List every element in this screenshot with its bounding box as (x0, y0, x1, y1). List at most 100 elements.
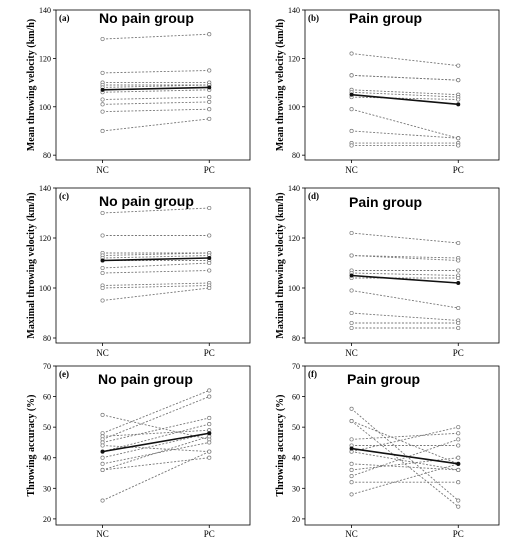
chart-panel-1: 80 100 120 140 NC PC (a) No pain group Mean thro… (26, 6, 251, 175)
subject-point (207, 388, 212, 393)
subject-series (100, 32, 212, 42)
subject-line (351, 463, 459, 495)
subject-series (100, 68, 212, 75)
subject-line (351, 420, 459, 465)
subject-point (349, 320, 354, 326)
subject-point (456, 136, 461, 141)
subject-point (100, 467, 105, 473)
panel-title: No pain group (98, 371, 193, 387)
subject-point (100, 109, 105, 114)
chart-panel-6: 20 30 40 50 60 70 NC PC (f) Pain group Throwing ac… (275, 362, 500, 539)
subject-line (102, 287, 210, 301)
y-tick-label: 70 (292, 362, 300, 371)
subject-line (102, 282, 210, 286)
y-axis-label: Maximal throwing velocity (km/h) (26, 192, 37, 338)
subject-point (207, 99, 212, 104)
subject-series (100, 394, 212, 442)
mean-line (102, 257, 210, 262)
y-axis-label: Mean throwing velocity (km/h) (26, 19, 37, 151)
subject-point (207, 415, 212, 421)
panel-letter: (b) (308, 13, 319, 23)
panel-letter: (f) (308, 369, 317, 379)
y-tick-label: 80 (292, 334, 300, 343)
subject-point (207, 455, 212, 460)
subject-point (100, 210, 105, 216)
chart-panel-5: 20 30 40 50 60 70 NC PC (e) No pain group Throwing… (26, 362, 251, 539)
plot-frame (55, 9, 251, 161)
subject-series (349, 73, 461, 83)
subject-point (349, 474, 354, 479)
y-tick-label: 100 (39, 284, 51, 293)
subject-line (102, 108, 210, 113)
subject-series (349, 418, 461, 466)
subject-point (207, 116, 212, 121)
subject-series (349, 320, 461, 326)
subject-line (351, 420, 459, 508)
subject-series (349, 87, 461, 97)
subject-line (102, 423, 210, 453)
y-tick-label: 60 (292, 393, 300, 402)
subject-line (102, 270, 210, 274)
subject-series (100, 449, 212, 503)
subject-point (207, 449, 212, 454)
subject-line (351, 53, 459, 67)
subject-series (349, 128, 461, 141)
y-tick-label: 80 (43, 151, 51, 160)
subject-line (351, 89, 459, 96)
subject-point (349, 437, 354, 442)
y-tick-label: 120 (288, 234, 300, 243)
subject-point (207, 68, 212, 73)
x-category-label: PC (204, 529, 215, 539)
subject-point (456, 268, 461, 273)
subject-series (100, 428, 212, 439)
subject-series (100, 80, 212, 85)
subject-point (207, 285, 212, 291)
subject-point (349, 467, 354, 473)
subject-point (207, 260, 212, 266)
subject-series (100, 280, 212, 288)
subject-point (349, 406, 354, 411)
x-category-label: PC (453, 165, 464, 175)
subject-line (102, 451, 210, 501)
subject-series (349, 425, 461, 454)
mean-series (100, 85, 212, 92)
subject-point (207, 440, 212, 445)
subject-point (456, 480, 461, 485)
plot-frame (304, 9, 500, 161)
panel-title: Pain group (347, 371, 420, 387)
y-axis-label: Maximal throwing velocity (km/h) (275, 192, 286, 338)
subject-point (456, 425, 461, 430)
subject-series (349, 107, 461, 141)
y-tick-label: 140 (39, 6, 51, 15)
panel-letter: (a) (59, 13, 70, 23)
subject-line (351, 432, 459, 440)
mean-series (349, 446, 461, 466)
subject-point (100, 298, 105, 303)
y-tick-label: 80 (43, 334, 51, 343)
mean-point (456, 281, 461, 285)
subject-point (100, 128, 105, 134)
subject-line (102, 417, 210, 443)
panel-letter: (d) (308, 191, 319, 201)
subject-point (100, 461, 105, 466)
panel-letter: (e) (59, 369, 69, 379)
subject-series (349, 461, 461, 473)
subject-point (456, 78, 461, 83)
subject-series (100, 99, 212, 107)
mean-line (102, 86, 210, 91)
subject-series (100, 250, 212, 258)
subject-point (456, 240, 461, 246)
subject-point (456, 504, 461, 509)
subject-point (349, 418, 354, 424)
subject-line (102, 396, 210, 440)
panel-title: No pain group (99, 193, 194, 209)
y-tick-label: 50 (292, 423, 300, 432)
subject-line (102, 414, 210, 440)
subject-point (100, 102, 105, 107)
y-tick-label: 50 (43, 423, 51, 432)
mean-line (102, 432, 210, 453)
subject-series (100, 233, 212, 238)
y-tick-label: 140 (288, 184, 300, 193)
subject-line (102, 435, 210, 471)
